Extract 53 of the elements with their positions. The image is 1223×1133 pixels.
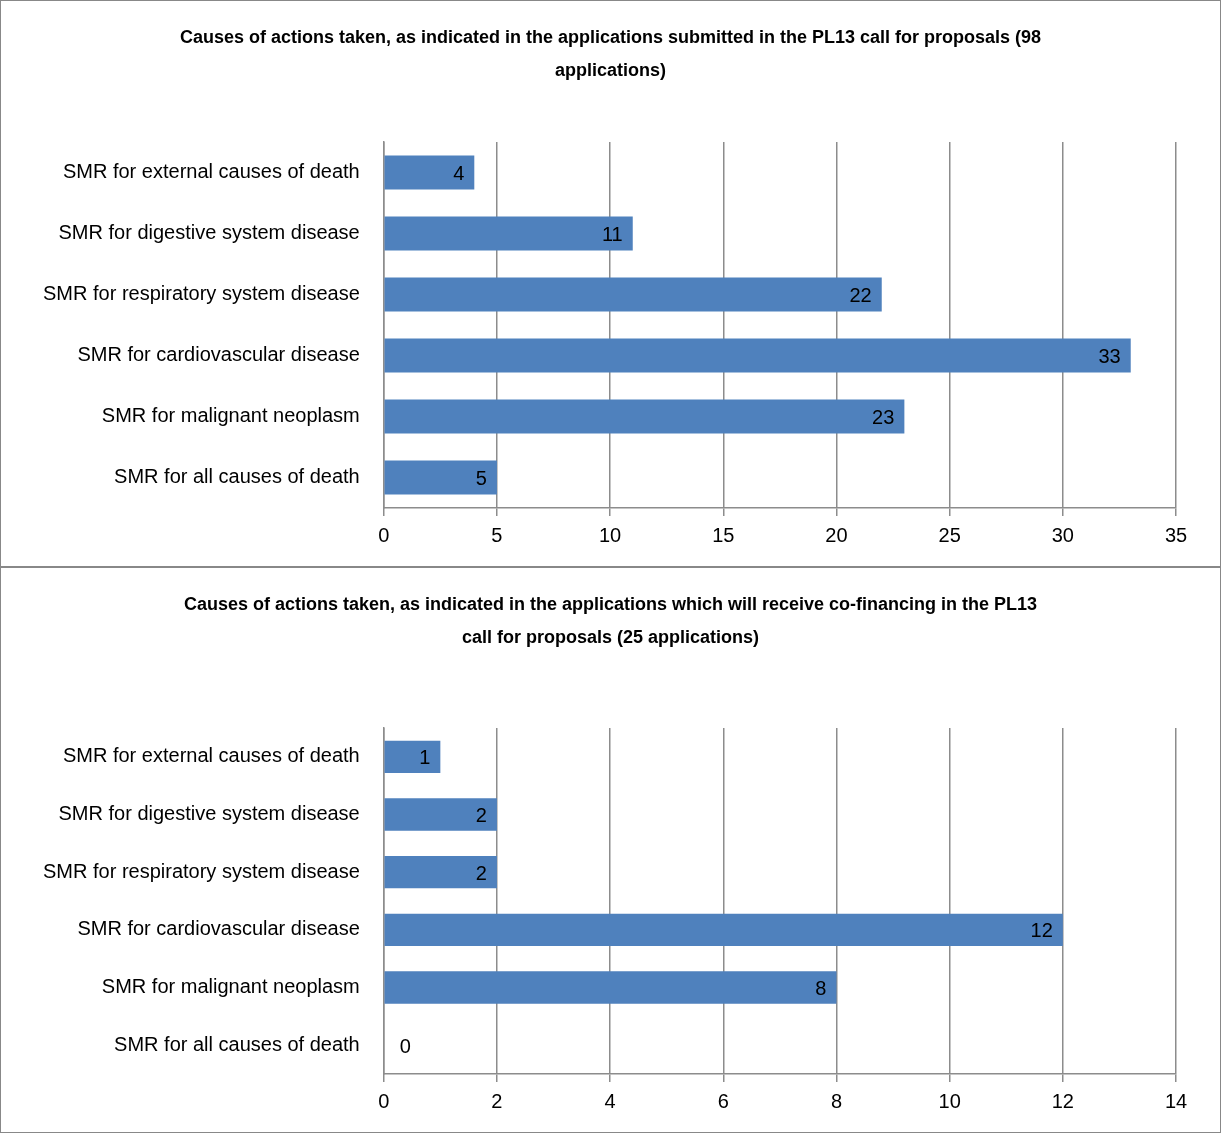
data-label: 8 [815,977,827,1000]
y-tick-label: SMR for malignant neoplasm [101,975,360,998]
x-tick-label: 12 [1051,1089,1074,1112]
data-label: 4 [453,162,465,185]
x-tick-label: 2 [491,1089,503,1112]
bar [384,856,497,889]
x-tick-label: 10 [598,523,622,546]
data-label: 23 [872,406,895,429]
x-tick-label: 0 [378,523,390,546]
data-label: 2 [475,861,487,884]
data-label: 2 [475,804,487,827]
chart-title: Causes of actions taken, as indicated in the applications which will receive co-financing in the PL13 call for proposals (25 applications) [182,593,1039,649]
data-label: 11 [601,223,623,246]
x-tick-label: 25 [938,523,961,546]
x-tick-label: 4 [604,1089,616,1112]
bar [384,399,905,434]
y-tick-label: SMR for all causes of death [114,465,360,488]
y-tick-label: SMR for respiratory system disease [42,859,360,882]
x-tick-label: 10 [938,1089,961,1112]
y-tick-label: SMR for external causes of death [62,744,360,767]
bar [384,216,633,251]
x-tick-label: 20 [825,523,848,546]
data-label: 22 [849,284,872,307]
x-tick-label: 5 [491,523,503,546]
x-tick-label: 15 [712,523,735,546]
data-label: 5 [475,467,487,490]
bar [384,798,497,831]
y-tick-label: SMR for cardiovascular disease [77,343,360,366]
bar [384,155,475,190]
x-tick-label: 35 [1164,523,1188,546]
y-tick-label: SMR for all causes of death [114,1032,360,1055]
bar [384,740,441,773]
x-tick-label: 6 [717,1089,729,1112]
data-label: 0 [399,1034,411,1057]
data-label: 1 [419,746,431,769]
bar [384,971,837,1004]
bar [384,460,497,495]
y-tick-label: SMR for cardiovascular disease [77,917,360,940]
x-tick-label: 14 [1164,1089,1188,1112]
y-tick-label: SMR for malignant neoplasm [101,404,360,427]
chart-title: Causes of actions taken, as indicated in the applications submitted in the PL13 call for proposals (98 applications) [178,26,1043,82]
y-tick-label: SMR for respiratory system disease [42,282,360,305]
x-tick-label: 30 [1051,523,1074,546]
data-label: 12 [1030,919,1053,942]
y-tick-label: SMR for external causes of death [62,160,360,183]
x-tick-label: 8 [830,1089,843,1112]
x-tick-label: 0 [378,1089,390,1112]
bar [384,338,1131,373]
y-tick-label: SMR for digestive system disease [58,221,360,244]
data-label: 33 [1098,345,1121,368]
bar [384,277,882,312]
bar [384,913,1063,946]
y-tick-label: SMR for digestive system disease [58,802,360,825]
